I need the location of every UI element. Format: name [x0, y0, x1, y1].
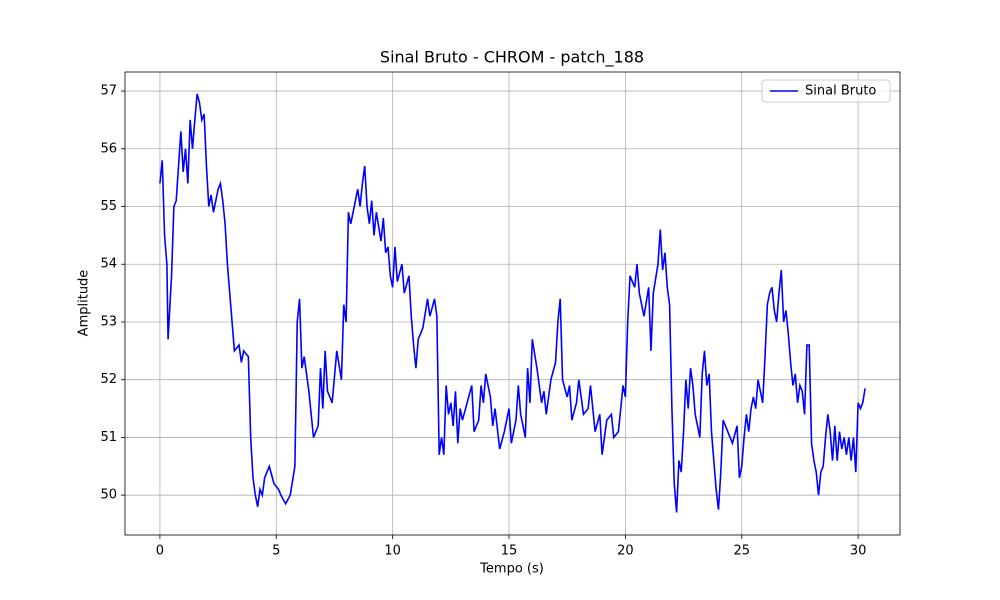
line-series — [159, 93, 866, 513]
plot-frame — [124, 71, 901, 536]
y-tick-label: 52 — [100, 372, 117, 387]
y-tick-label: 55 — [100, 199, 117, 214]
x-tick-label: 10 — [384, 544, 401, 559]
legend: Sinal Bruto — [761, 79, 891, 103]
y-axis-label: Amplitude — [77, 270, 92, 337]
y-tick-label: 53 — [100, 314, 117, 329]
x-axis-label: Tempo (s) — [479, 562, 544, 577]
x-tick-label: 15 — [501, 544, 518, 559]
y-tick-label: 56 — [100, 141, 117, 156]
legend-box — [761, 79, 891, 103]
legend-label: Sinal Bruto — [805, 84, 876, 99]
y-tick-label: 54 — [100, 257, 117, 272]
y-tick-label: 51 — [100, 430, 117, 445]
x-tick-label: 25 — [733, 544, 750, 559]
y-tick-label: 50 — [100, 488, 117, 503]
y-tick-label: 57 — [100, 84, 117, 99]
x-tick-label: 20 — [617, 544, 634, 559]
chart-title: Sinal Bruto - CHROM - patch_188 — [380, 48, 644, 68]
x-tick-label: 5 — [272, 544, 280, 559]
x-tick-label: 0 — [156, 544, 164, 559]
x-tick-label: 30 — [850, 544, 867, 559]
